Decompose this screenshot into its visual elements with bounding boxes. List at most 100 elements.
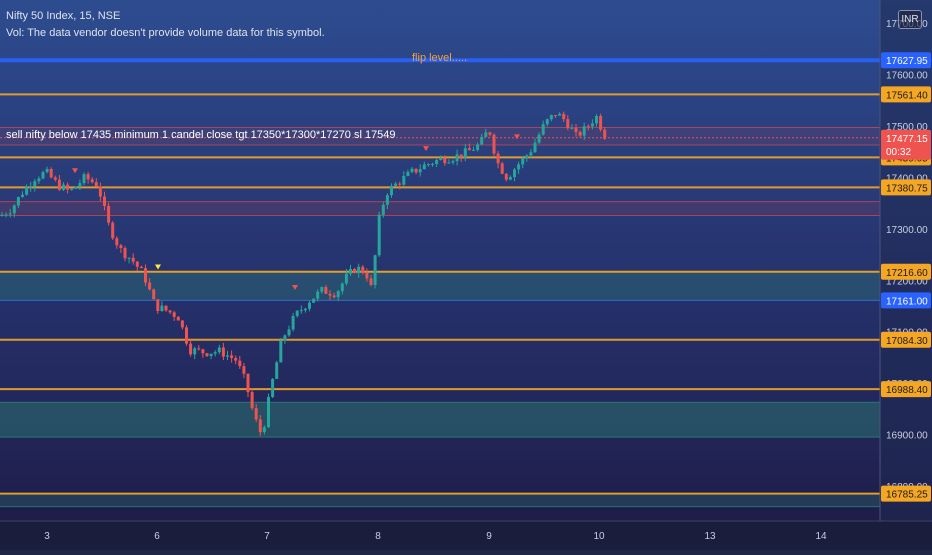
candle-body-58	[238, 360, 242, 367]
candle-body-57	[234, 358, 238, 361]
candle-body-24	[98, 186, 102, 197]
candle-body-87	[357, 266, 361, 273]
candle-body-143	[586, 126, 590, 128]
zone-1	[0, 201, 880, 216]
candle-body-139	[570, 128, 574, 130]
candle-body-100	[410, 168, 414, 172]
candle-body-118	[484, 132, 488, 137]
last-price-countdown: 00:32	[886, 147, 911, 158]
candle-body-55	[226, 355, 229, 357]
candle-body-18	[74, 186, 78, 189]
x-tick-label-3: 8	[375, 531, 381, 542]
candle-body-3	[12, 205, 16, 214]
candle-body-141	[578, 131, 582, 136]
candle-body-101	[414, 168, 418, 173]
candle-body-85	[349, 268, 352, 274]
level-tag-label-7: 16988.40	[886, 385, 928, 396]
candle-body-37	[152, 289, 156, 300]
price-axis[interactable]: 17700.0017600.0017500.0017400.0017300.00…	[879, 0, 932, 550]
level-tag-label-8: 16785.25	[886, 490, 928, 501]
candle-body-112	[459, 154, 463, 158]
y-tick-label-2: 17500.00	[886, 122, 928, 133]
candle-body-2	[8, 213, 12, 215]
candle-body-70	[287, 329, 291, 336]
candle-body-32	[131, 257, 135, 262]
candle-body-44	[180, 320, 184, 328]
candle-body-19	[78, 183, 82, 187]
candle-body-72	[295, 310, 299, 316]
symbol-title[interactable]: Nifty 50 Index, 15, NSE	[6, 10, 121, 22]
candle-body-132	[541, 124, 545, 135]
candle-body-10	[41, 172, 45, 179]
candle-body-0	[0, 214, 4, 217]
candle-body-90	[369, 278, 373, 285]
candle-body-8	[33, 181, 37, 187]
time-axis[interactable]: 3 6 7 8 9 10 13 14	[0, 520, 932, 550]
candle-body-122	[500, 163, 504, 174]
signal-marker-4	[514, 134, 520, 140]
trade-annotation[interactable]: sell nifty below 17435 minimum 1 candel …	[6, 129, 396, 141]
currency-button[interactable]: INR	[898, 10, 922, 29]
zone-4	[0, 493, 880, 507]
candle-body-117	[480, 136, 484, 145]
candle-body-104	[426, 164, 430, 166]
candle-body-28	[115, 238, 119, 246]
candle-body-52	[213, 352, 217, 354]
candle-body-29	[119, 245, 123, 249]
candle-body-71	[291, 315, 295, 330]
level-tag-6	[881, 331, 931, 348]
level-tag-label-0: 17627.95	[886, 56, 928, 67]
candle-body-45	[185, 327, 188, 344]
flip-level-label[interactable]: flip level.....	[412, 52, 468, 64]
candle-body-41	[168, 310, 172, 313]
level-tag-label-5: 17161.00	[886, 296, 928, 307]
candle-body-107	[439, 157, 443, 161]
zone-2	[0, 271, 880, 301]
level-tag-label-1: 17561.40	[886, 90, 928, 101]
candle-body-109	[447, 162, 451, 164]
candle-body-144	[590, 123, 594, 127]
candle-body-13	[53, 177, 57, 180]
candle-body-120	[492, 134, 496, 154]
candle-body-82	[336, 291, 340, 298]
candle-body-43	[176, 316, 180, 321]
candle-body-92	[377, 214, 381, 256]
candle-body-147	[603, 129, 607, 139]
candle-body-21	[86, 174, 90, 180]
candle-body-142	[582, 126, 586, 136]
candle-body-135	[554, 115, 557, 117]
candle-body-130	[533, 142, 537, 153]
candle-body-25	[103, 196, 106, 206]
last-price-label: 17477.15	[886, 134, 928, 145]
level-tag-label-3: 17380.75	[886, 183, 928, 194]
candle-body-128	[525, 155, 529, 158]
y-tick-label-4: 17300.00	[886, 225, 928, 236]
candle-body-73	[299, 310, 303, 312]
candle-body-111	[455, 154, 459, 162]
candle-body-138	[566, 119, 570, 129]
chart-legend: Nifty 50 Index, 15, NSE Vol: The data ve…	[6, 8, 325, 42]
zone-0	[0, 127, 880, 146]
candle-body-33	[135, 261, 139, 267]
candle-body-34	[139, 266, 143, 269]
candle-body-40	[164, 305, 168, 311]
signal-marker-1	[155, 264, 161, 270]
candle-body-59	[242, 366, 246, 374]
candle-body-129	[529, 152, 533, 156]
candle-body-65	[267, 396, 270, 428]
candle-body-48	[197, 348, 201, 350]
candle-body-91	[373, 255, 377, 285]
x-tick-label-7: 14	[815, 531, 827, 542]
candle-body-7	[29, 186, 33, 188]
candle-body-81	[332, 295, 336, 298]
candle-body-121	[496, 153, 500, 164]
candle-body-60	[246, 373, 250, 393]
candle-body-106	[435, 160, 439, 164]
candle-body-125	[513, 169, 516, 178]
candle-body-66	[271, 378, 275, 397]
signal-marker-0	[72, 168, 78, 174]
candle-body-140	[574, 128, 578, 132]
x-tick-label-0: 3	[44, 531, 50, 542]
